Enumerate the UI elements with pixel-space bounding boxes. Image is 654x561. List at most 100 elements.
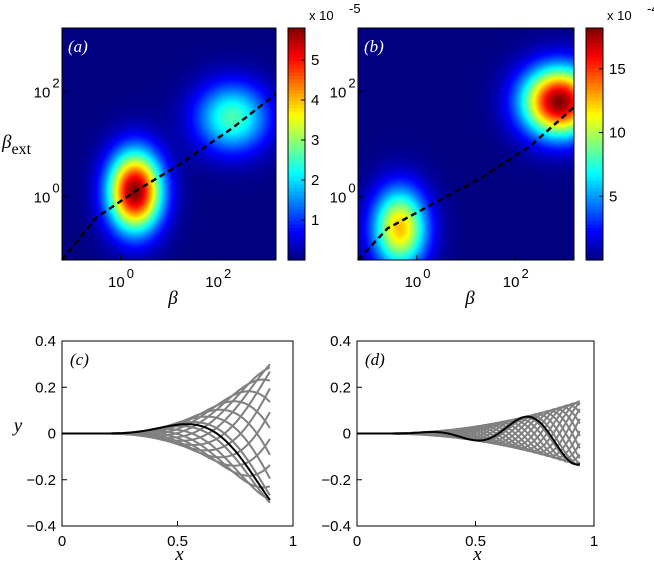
x-tick-c-0: 0: [58, 533, 66, 550]
colorbar-band-b-11: [586, 216, 603, 221]
colorbar-frame-a: [287, 27, 306, 261]
colorbar-band-a-4: [288, 241, 305, 247]
colorbar-band-a-0: [288, 256, 305, 261]
colorbar-band-a-2: [288, 249, 305, 254]
colorbar-band-b-3: [586, 245, 603, 250]
colorbar-band-a-41: [288, 107, 305, 112]
colorbar-band-b-5: [586, 238, 603, 243]
colorbar-band-b-12: [586, 212, 603, 218]
y-tick-b-1: 10: [330, 84, 347, 101]
colorbar-band-a-22: [288, 176, 305, 181]
colorbar-band-a-3: [288, 245, 305, 250]
colorbar-band-a-32: [288, 140, 305, 145]
colorbar-band-b-54: [586, 60, 603, 65]
colorbar-band-a-54: [288, 60, 305, 65]
colorbar-band-a-17: [288, 194, 305, 199]
colorbar-band-a-43: [288, 100, 305, 105]
colorbar-band-a-61: [288, 35, 305, 40]
colorbar-band-a-42: [288, 104, 305, 109]
colorbar-band-a-7: [288, 231, 305, 236]
optimal-curve-b: [357, 106, 575, 261]
colorbar-band-b-57: [586, 49, 603, 54]
heatmap-image-b: [358, 28, 574, 260]
y-tick-d-2: 0: [343, 426, 351, 443]
colorbar-exponent-a: -5: [349, 1, 361, 16]
colorbar-band-b-61: [586, 35, 603, 40]
y-tick-exp-a-1: 2: [52, 75, 59, 90]
colorbar-band-a-34: [288, 133, 305, 138]
colorbar-band-a-24: [288, 169, 305, 174]
x-tick-exp-b-0: 0: [423, 266, 430, 281]
y-tick-exp-b-1: 2: [348, 75, 355, 90]
y-tick-c-2: 0: [48, 426, 56, 443]
colorbar-band-a-15: [288, 202, 305, 207]
colorbar-band-b-21: [586, 180, 603, 185]
colorbar-band-b-40: [586, 111, 603, 116]
colorbar-band-a-8: [288, 227, 305, 232]
colorbar-band-a-14: [288, 205, 305, 210]
colorbar-band-b-50: [586, 75, 603, 80]
colorbar-band-a-37: [288, 122, 305, 127]
optimal-curve-a: [61, 92, 277, 261]
colorbar-band-a-46: [288, 89, 305, 94]
colorbar-band-b-27: [586, 158, 603, 163]
colorbar-band-a-36: [288, 125, 305, 131]
colorbar-exponent-label-b: x 10: [607, 8, 632, 23]
colorbar-band-a-44: [288, 96, 305, 102]
colorbar-band-a-45: [288, 93, 305, 98]
x-tick-c-1: 0.5: [167, 533, 188, 550]
colorbar-band-b-19: [586, 187, 603, 192]
colorbar-band-a-63: [288, 28, 305, 33]
colorbar-band-a-1: [288, 252, 305, 257]
x-axis-label-c: x: [174, 544, 184, 561]
colorbar-band-b-32: [586, 140, 603, 145]
y-tick-d-1: 0.2: [330, 379, 351, 396]
colorbar-band-b-49: [586, 78, 603, 83]
colorbar-band-b-7: [586, 231, 603, 236]
colorbar-band-b-10: [586, 220, 603, 225]
colorbar-band-a-29: [288, 151, 305, 156]
colorbar-band-a-49: [288, 78, 305, 83]
colorbar-band-a-11: [288, 216, 305, 221]
colorbar-band-a-47: [288, 86, 305, 91]
colorbar-band-a-27: [288, 158, 305, 163]
colorbar-band-b-38: [586, 118, 603, 123]
colorbar-band-b-22: [586, 176, 603, 181]
x-axis-label-a: β: [167, 288, 178, 309]
colorbar-tick-a-0: 1: [311, 212, 319, 229]
panel-label-b: (b): [364, 37, 384, 56]
colorbar-band-b-34: [586, 133, 603, 138]
panel-label-c: (c): [70, 350, 89, 369]
colorbar-band-b-0: [586, 256, 603, 261]
colorbar-band-b-43: [586, 100, 603, 105]
colorbar-band-b-16: [586, 198, 603, 203]
colorbar-band-b-17: [586, 194, 603, 199]
colorbar-band-a-57: [288, 49, 305, 54]
colorbar-band-b-45: [586, 93, 603, 98]
colorbar-band-b-31: [586, 144, 603, 149]
colorbar-band-b-44: [586, 96, 603, 102]
colorbar-band-b-6: [586, 234, 603, 239]
colorbar-band-a-25: [288, 165, 305, 170]
colorbar-band-b-55: [586, 57, 603, 62]
x-tick-c-2: 1: [289, 533, 297, 550]
colorbar-band-a-59: [288, 42, 305, 47]
colorbar-band-b-33: [586, 136, 603, 141]
x-tick-exp-a-0: 0: [127, 266, 134, 281]
colorbar-band-a-23: [288, 173, 305, 178]
colorbar-tick-b-1: 10: [609, 125, 626, 142]
y-tick-exp-a-0: 0: [52, 181, 59, 196]
y-tick-c-0: 0.4: [35, 333, 56, 350]
colorbar-band-a-9: [288, 223, 305, 228]
colorbar-band-a-58: [288, 46, 305, 51]
colorbar-band-a-26: [288, 162, 305, 167]
colorbar-band-a-21: [288, 180, 305, 185]
colorbar-band-a-62: [288, 31, 305, 36]
colorbar-band-a-19: [288, 187, 305, 192]
y-tick-a-0: 10: [34, 190, 51, 207]
colorbar-band-b-9: [586, 223, 603, 228]
wave-panel-d: (d) 0 0.5 1 0.4 0.2 0 −0.2 −0.4 x: [321, 333, 598, 561]
colorbar-band-b-14: [586, 205, 603, 210]
